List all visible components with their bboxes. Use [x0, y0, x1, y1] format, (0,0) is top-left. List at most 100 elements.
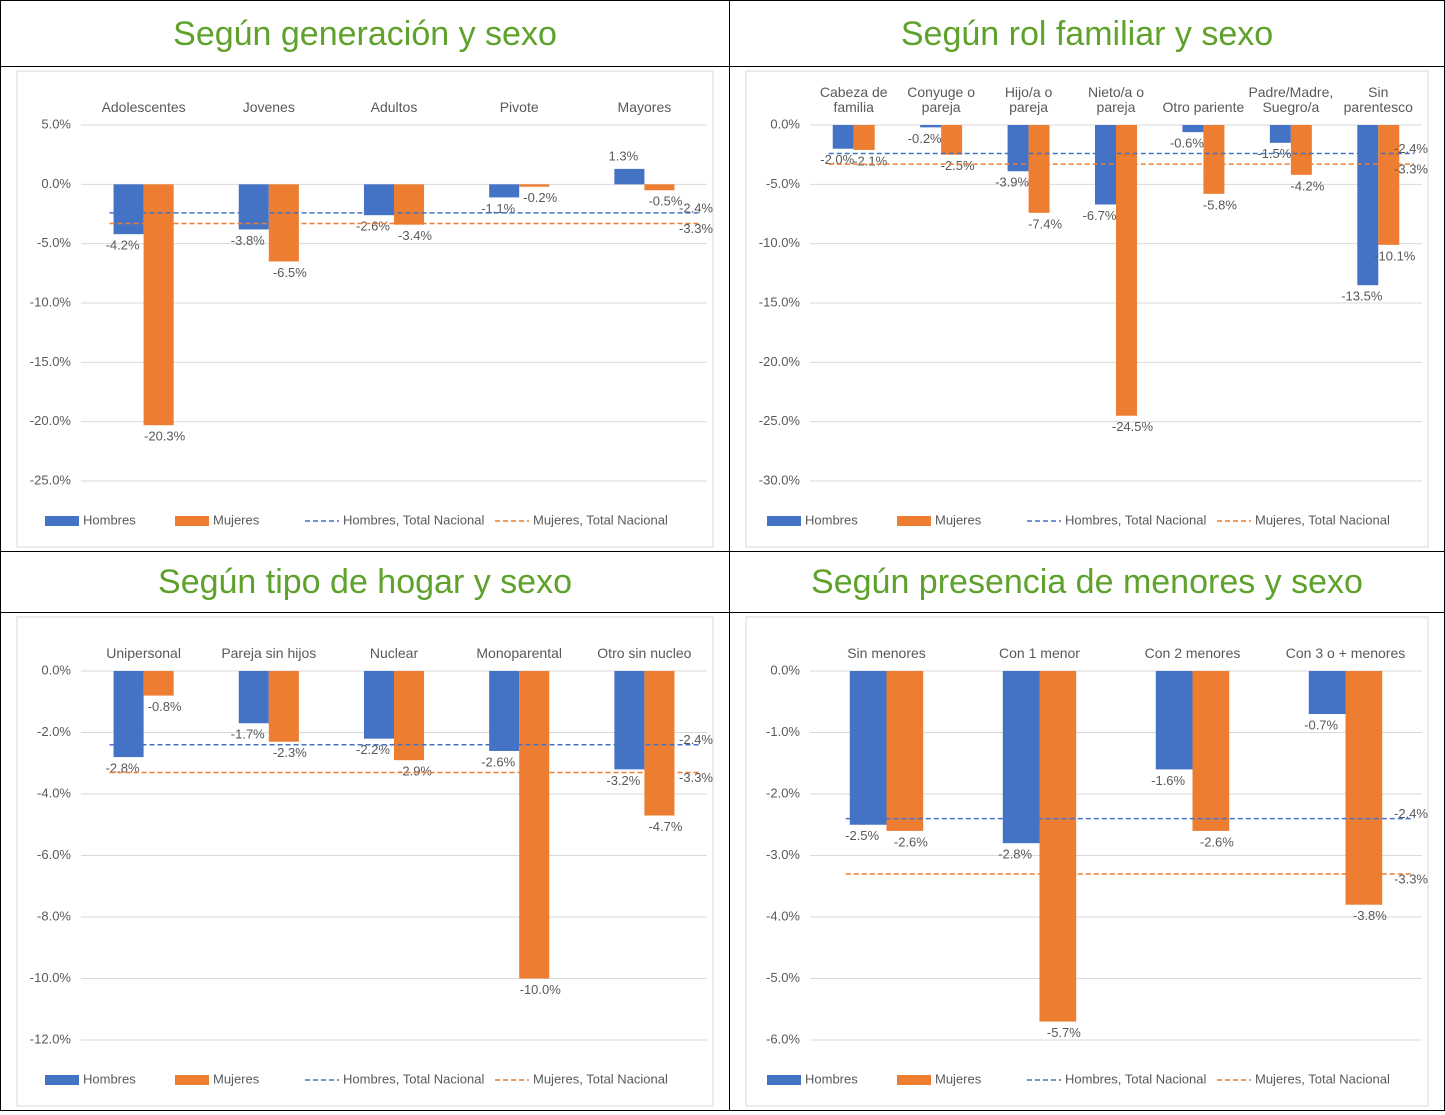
data-label: -6.7% — [1083, 208, 1117, 223]
data-label: -1.6% — [1151, 773, 1185, 788]
y-tick-label: -6.0% — [766, 1031, 800, 1046]
data-label: -2.0% — [820, 152, 854, 167]
bar — [363, 184, 394, 216]
data-label: -3.8% — [1353, 908, 1387, 923]
data-label: -0.6% — [1170, 136, 1204, 151]
legend-label: Mujeres, Total Nacional — [1255, 1071, 1390, 1086]
y-tick-label: -4.0% — [766, 908, 800, 923]
bar — [920, 125, 942, 128]
x-tick-label: Conyuge o pareja — [907, 84, 975, 115]
y-tick-label: -5.0% — [37, 235, 71, 250]
reference-label: -3.3% — [1394, 162, 1428, 177]
x-tick-label-box: Nieto/a o pareja — [1087, 84, 1145, 115]
legend-swatch — [897, 1075, 931, 1085]
data-label: -4.2% — [106, 238, 140, 253]
bar — [489, 184, 520, 198]
x-tick-label: Unipersonal — [106, 645, 181, 661]
data-label: -5.7% — [1047, 1025, 1081, 1040]
bar — [849, 671, 887, 825]
bar — [614, 168, 645, 185]
y-tick-label: -3.0% — [766, 847, 800, 862]
y-tick-label: 5.0% — [41, 116, 71, 131]
bar — [1203, 125, 1225, 194]
x-tick-label: Monoparental — [476, 645, 562, 661]
x-tick-label-box: Adolescentes — [101, 99, 186, 115]
x-tick-label-box: Jovenes — [243, 100, 295, 115]
x-tick-label-box: Con 1 menor — [999, 645, 1080, 661]
y-tick-label: -10.0% — [759, 235, 801, 250]
y-tick-label: -5.0% — [766, 176, 800, 191]
legend-label: Hombres — [83, 512, 136, 527]
bar — [1308, 671, 1346, 715]
data-label: -2.8% — [998, 847, 1032, 862]
legend-label: Mujeres — [935, 1071, 982, 1086]
bar — [1002, 671, 1040, 844]
x-tick-label: Sin parentesco — [1343, 84, 1413, 115]
bar — [644, 184, 675, 191]
x-tick-label-box: Pivote — [500, 100, 539, 115]
bar — [113, 671, 144, 758]
data-label: -2.5% — [845, 828, 879, 843]
x-tick-label-box: Monoparental — [476, 645, 562, 661]
x-tick-label: Adolescentes — [101, 99, 186, 115]
legend-swatch — [45, 1075, 79, 1085]
bar — [238, 671, 269, 724]
legend-swatch — [897, 516, 931, 526]
data-label: -2.6% — [356, 219, 390, 234]
data-label: -0.5% — [648, 194, 682, 209]
y-tick-label: -12.0% — [30, 1031, 72, 1046]
legend-swatch — [175, 1075, 209, 1085]
legend-label: Mujeres — [213, 512, 260, 527]
data-label: -4.2% — [1290, 178, 1324, 193]
data-label: -3.4% — [398, 228, 432, 243]
x-tick-label: Padre/Madre, Suegro/a — [1248, 84, 1334, 115]
reference-label: -2.4% — [679, 200, 713, 215]
x-tick-label-box: Padre/Madre, Suegro/a — [1248, 84, 1334, 115]
x-tick-label-box: Sin menores — [847, 646, 926, 661]
legend-swatch — [767, 1075, 801, 1085]
data-label: -24.5% — [1112, 419, 1154, 434]
x-tick-label: Nieto/a o pareja — [1087, 84, 1145, 115]
data-label: -2.6% — [1200, 834, 1234, 849]
legend-label: Hombres — [83, 1071, 136, 1086]
x-tick-label: Adultos — [370, 99, 418, 115]
legend-label: Mujeres, Total Nacional — [533, 512, 668, 527]
y-tick-label: -6.0% — [37, 847, 71, 862]
legend-swatch — [175, 516, 209, 526]
data-label: -0.8% — [148, 699, 182, 714]
x-tick-label-box: Otro sin nucleo — [597, 646, 691, 661]
bar — [1269, 125, 1291, 143]
chart-frame — [16, 616, 714, 1107]
x-tick-label-box: Con 2 menores — [1145, 646, 1241, 661]
chart-frame — [745, 616, 1429, 1107]
reference-label: -2.4% — [1394, 141, 1428, 156]
legend-label: Hombres — [805, 1071, 858, 1086]
y-tick-label: -5.0% — [766, 970, 800, 985]
bar — [519, 671, 550, 979]
panel-title: Según generación y sexo — [1, 1, 729, 67]
bar — [1290, 125, 1312, 175]
bar — [853, 125, 875, 150]
y-tick-label: -10.0% — [30, 970, 72, 985]
bar — [1182, 125, 1204, 133]
data-label: -0.2% — [523, 190, 557, 205]
reference-label: -2.4% — [1394, 806, 1428, 821]
x-tick-label-box: Hijo/a o pareja — [1005, 85, 1052, 115]
data-label: -20.3% — [144, 429, 186, 444]
x-tick-label: Con 1 menor — [999, 645, 1080, 661]
reference-label: -2.4% — [679, 732, 713, 747]
x-tick-label-box: Pareja sin hijos — [221, 646, 316, 661]
x-tick-label-box: Mayores — [618, 100, 672, 115]
bar — [644, 671, 675, 816]
bar — [1116, 125, 1137, 416]
bar — [394, 671, 425, 761]
y-tick-label: -25.0% — [759, 413, 801, 428]
data-label: -7.4% — [1028, 216, 1062, 231]
bar — [1007, 125, 1029, 172]
data-label: -2.5% — [941, 158, 975, 173]
chart: 0.0% -2.0% -4.0% -6.0% -8.0% -10.0% -12.0% Unip… — [16, 616, 714, 1107]
y-tick-label: -10.0% — [30, 294, 72, 309]
y-tick-label: -1.0% — [766, 724, 800, 739]
legend-label: Mujeres — [935, 512, 982, 527]
